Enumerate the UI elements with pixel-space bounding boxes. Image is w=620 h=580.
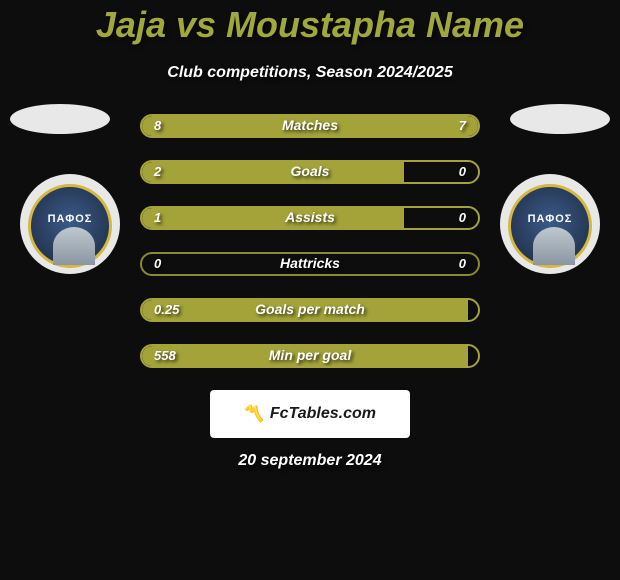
stat-label: Hattricks (142, 255, 478, 271)
club-badge-left: ΠΑΦΟΣ (20, 174, 120, 274)
stat-row: 0Hattricks0 (140, 252, 480, 276)
branding-text: FcTables.com (270, 405, 376, 423)
subtitle: Club competitions, Season 2024/2025 (167, 64, 452, 82)
stat-label: Goals (142, 163, 478, 179)
club-badge-right: ΠΑΦΟΣ (500, 174, 600, 274)
club-badge-inner: ΠΑΦΟΣ (508, 184, 592, 268)
stat-label: Matches (142, 117, 478, 133)
stat-label: Assists (142, 209, 478, 225)
player-placeholder-right (510, 104, 610, 134)
stat-row: 1Assists0 (140, 206, 480, 230)
branding-icon: 〽️ (244, 404, 264, 424)
comparison-infographic: Jaja vs Moustapha Name Club competitions… (0, 0, 620, 470)
stat-row: 0.25Goals per match (140, 298, 480, 322)
stat-value-right: 0 (459, 164, 466, 179)
stat-label: Min per goal (142, 347, 478, 363)
player-placeholder-left (10, 104, 110, 134)
stat-value-right: 0 (459, 256, 466, 271)
stat-row: 2Goals0 (140, 160, 480, 184)
stat-value-right: 0 (459, 210, 466, 225)
branding-badge: 〽️ FcTables.com (210, 390, 410, 438)
stat-value-right: 7 (459, 118, 466, 133)
date-text: 20 september 2024 (238, 452, 381, 470)
stats-rows: 8Matches72Goals01Assists00Hattricks00.25… (140, 114, 480, 368)
stat-row: 558Min per goal (140, 344, 480, 368)
stat-row: 8Matches7 (140, 114, 480, 138)
club-badge-figure (533, 227, 575, 265)
page-title: Jaja vs Moustapha Name (96, 4, 524, 46)
club-badge-figure (53, 227, 95, 265)
club-badge-inner: ΠΑΦΟΣ (28, 184, 112, 268)
stats-area: ΠΑΦΟΣ ΠΑΦΟΣ 8Matches72Goals01Assists00Ha… (0, 114, 620, 368)
club-badge-text: ΠΑΦΟΣ (511, 213, 589, 225)
stat-label: Goals per match (142, 301, 478, 317)
club-badge-text: ΠΑΦΟΣ (31, 213, 109, 225)
